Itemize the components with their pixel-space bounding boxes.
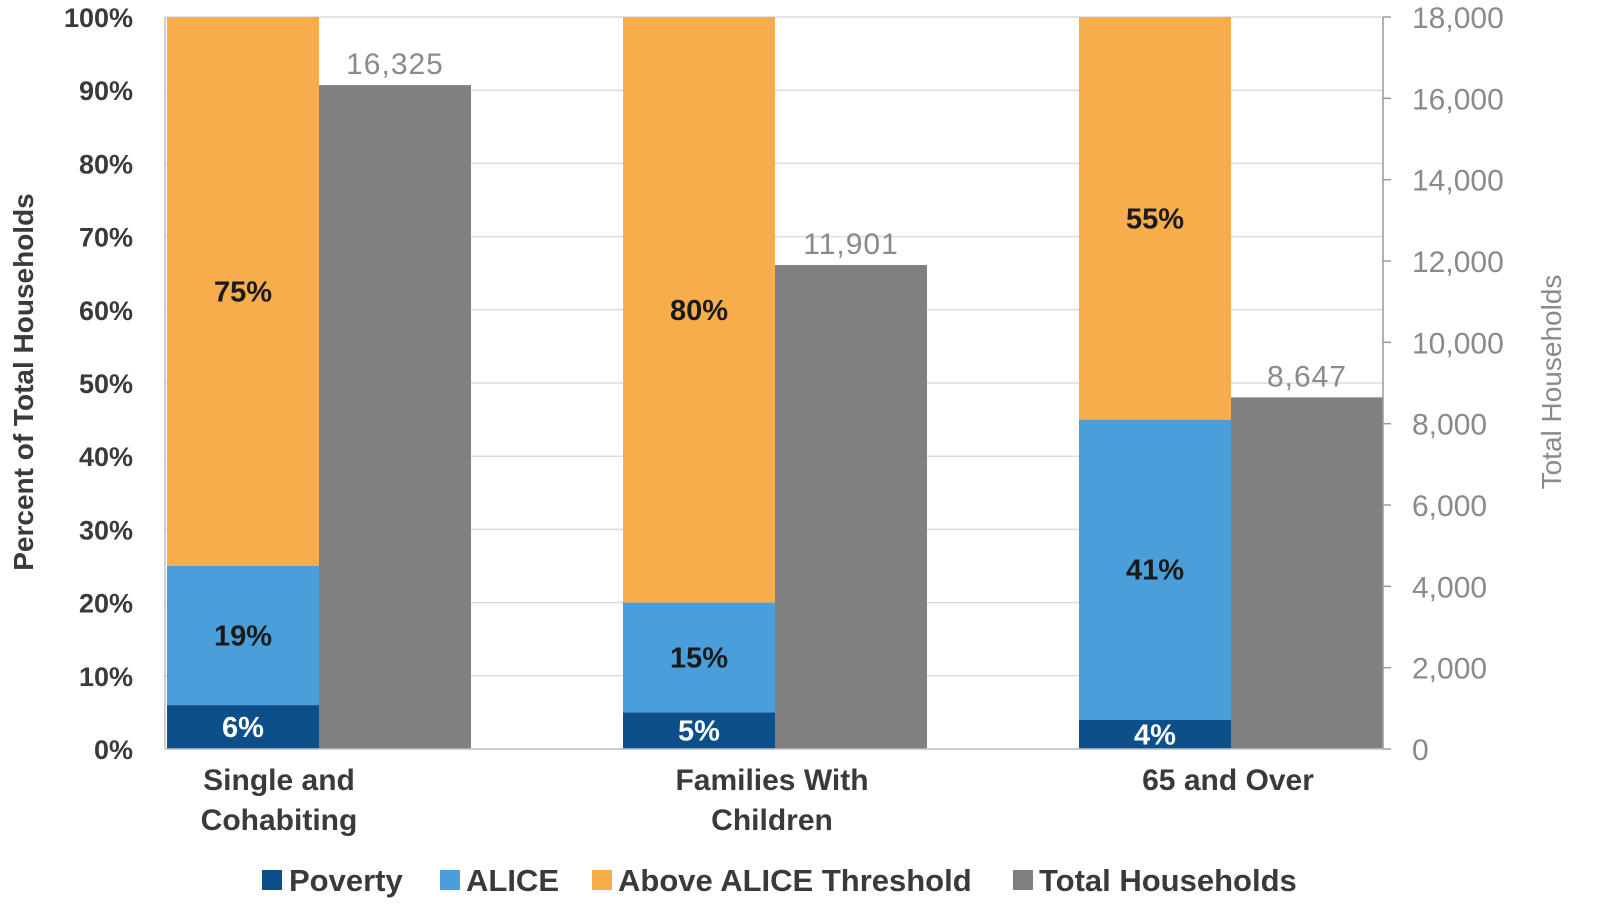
data-labels: 6% 19% 75% 16,325 5% 15% 80% 11,901 4% 41% 55% 8,64… — [214, 48, 1347, 751]
bar-total-households — [1231, 397, 1383, 749]
bar-poverty — [623, 712, 775, 749]
bar-above-alice-threshold — [167, 17, 319, 566]
y-tick-label: 20% — [79, 589, 133, 619]
x-tick-label: Single and — [203, 764, 355, 797]
legend: Poverty ALICE Above ALICE Threshold Total H… — [262, 863, 1297, 898]
y-tick-label: 40% — [79, 442, 133, 472]
y2-tick-label: 16,000 — [1412, 83, 1504, 116]
y2-tick-label: 6,000 — [1412, 490, 1487, 523]
y2-tick-label: 2,000 — [1412, 653, 1487, 686]
legend-swatch-total-households — [1013, 870, 1033, 890]
legend-label-total-households: Total Households — [1039, 863, 1297, 898]
y2-tick-label: 8,000 — [1412, 409, 1487, 442]
bar-total-households — [319, 85, 471, 749]
bar-total-households — [775, 265, 927, 749]
data-label-alice: 41% — [1126, 555, 1184, 587]
y-tick-label: 90% — [79, 76, 133, 106]
y-tick-label: 60% — [79, 296, 133, 326]
legend-swatch-alice — [440, 870, 460, 890]
x-tick-label: Children — [711, 804, 833, 837]
y2-tick-label: 18,000 — [1412, 2, 1504, 35]
legend-swatch-poverty — [262, 870, 282, 890]
y2-tick-label: 14,000 — [1412, 165, 1504, 198]
data-label-total-households: 11,901 — [803, 228, 899, 261]
bar-alice — [1079, 419, 1231, 720]
y2-tick-label: 12,000 — [1412, 246, 1504, 279]
y-tick-label: 0% — [94, 735, 133, 765]
data-label-above-alice-threshold: 80% — [670, 295, 728, 327]
bar-above-alice-threshold — [623, 17, 775, 603]
bar-above-alice-threshold — [1079, 17, 1231, 420]
y-tick-label: 10% — [79, 662, 133, 692]
legend-label-poverty: Poverty — [289, 863, 403, 898]
data-label-poverty: 5% — [678, 716, 720, 748]
data-label-above-alice-threshold: 55% — [1126, 203, 1184, 235]
x-tick-label: Families With — [675, 764, 868, 797]
bar-alice — [623, 602, 775, 713]
legend-label-above-alice-threshold: Above ALICE Threshold — [618, 863, 972, 898]
data-label-above-alice-threshold: 75% — [214, 277, 272, 309]
x-tick-label: Cohabiting — [201, 804, 358, 837]
y-tick-label: 30% — [79, 515, 133, 545]
data-label-total-households: 16,325 — [346, 48, 444, 81]
y2-tick-label: 0 — [1412, 734, 1429, 767]
y-tick-label: 80% — [79, 149, 133, 179]
y-axis-title: Percent of Total Households — [8, 193, 39, 571]
y2-tick-label: 4,000 — [1412, 571, 1487, 604]
axes: 0% 10% 20% 30% 40% 50% 60% 70% 80% 90% 100% 0 2,000 4… — [64, 2, 1504, 837]
data-label-alice: 19% — [214, 621, 272, 653]
bar-poverty — [167, 705, 319, 749]
y2-tick-label: 10,000 — [1412, 327, 1504, 360]
legend-label-alice: ALICE — [466, 863, 559, 898]
x-tick-label: 65 and Over — [1142, 764, 1314, 797]
y-tick-label: 50% — [79, 369, 133, 399]
data-label-total-households: 8,647 — [1267, 360, 1347, 393]
y-tick-label: 70% — [79, 223, 133, 253]
bar-poverty — [1079, 719, 1231, 749]
data-label-poverty: 4% — [1134, 719, 1176, 751]
legend-swatch-above-alice-threshold — [592, 870, 612, 890]
y-tick-label: 100% — [64, 3, 133, 33]
y2-axis-title: Total Households — [1536, 275, 1567, 490]
bar-alice — [167, 566, 319, 706]
data-label-alice: 15% — [670, 643, 728, 675]
data-label-poverty: 6% — [222, 712, 264, 744]
bars — [167, 17, 1383, 749]
